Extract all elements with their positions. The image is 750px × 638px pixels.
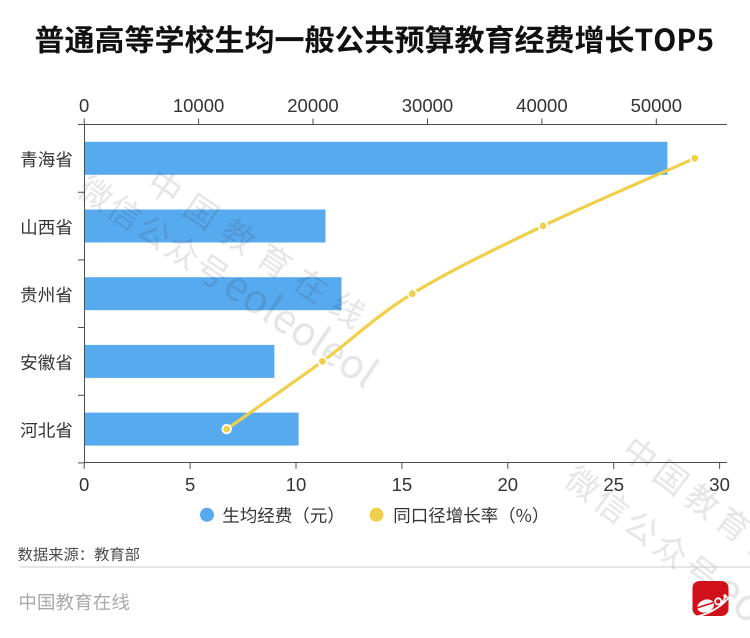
svg-text:20: 20 — [498, 474, 519, 495]
svg-text:30: 30 — [709, 474, 730, 495]
svg-text:0: 0 — [79, 474, 89, 495]
svg-text:20000: 20000 — [287, 95, 338, 116]
svg-text:30000: 30000 — [402, 95, 453, 116]
svg-text:15: 15 — [392, 474, 413, 495]
svg-text:40000: 40000 — [516, 95, 567, 116]
svg-text:0: 0 — [79, 95, 89, 116]
svg-text:25: 25 — [603, 474, 624, 495]
svg-text:50000: 50000 — [631, 95, 682, 116]
svg-text:5: 5 — [185, 474, 195, 495]
svg-text:10: 10 — [286, 474, 307, 495]
svg-text:10000: 10000 — [173, 95, 224, 116]
